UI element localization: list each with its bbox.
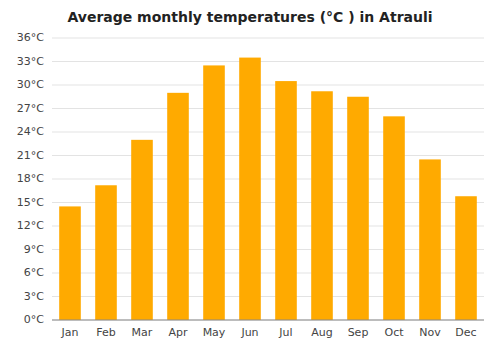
x-tick-label: Jul — [278, 326, 292, 339]
grid-line — [52, 85, 484, 86]
grid-line — [52, 61, 484, 62]
y-tick-label: 24°C — [17, 125, 44, 138]
bar — [347, 97, 369, 320]
y-tick-label: 6°C — [24, 266, 44, 279]
x-tick-label: Mar — [132, 326, 153, 339]
x-tick-label: Jan — [61, 326, 79, 339]
bar — [275, 81, 297, 320]
x-tick-label: Apr — [168, 326, 188, 339]
y-tick-label: 27°C — [17, 102, 44, 115]
grid-line — [52, 38, 484, 39]
title: Average monthly temperatures (°C ) in At… — [67, 9, 432, 25]
y-tick-label: 12°C — [17, 219, 44, 232]
bar — [95, 185, 117, 320]
y-tick-label: 3°C — [24, 290, 44, 303]
chart: 0°C 3°C 6°C 9°C 12°C 15°C 18°C 21°C 24°C 27°C 30°C… — [0, 0, 500, 350]
chart-container: 0°C 3°C 6°C 9°C 12°C 15°C 18°C 21°C 24°C 27°C 30°C… — [0, 0, 500, 350]
x-tick-label: Nov — [419, 326, 441, 339]
x-axis: Jan Feb Mar Apr May Jun Jul Aug Sep Oct Nov Dec — [52, 320, 484, 339]
y-tick-label: 36°C — [17, 31, 44, 44]
y-tick-label: 9°C — [24, 243, 44, 256]
y-tick-label: 21°C — [17, 149, 44, 162]
bar — [59, 206, 81, 320]
bar — [131, 140, 153, 320]
x-tick-label: Jun — [240, 326, 258, 339]
y-tick-label: 30°C — [17, 78, 44, 91]
x-tick-label: Dec — [455, 326, 476, 339]
x-tick-label: Feb — [96, 326, 115, 339]
y-tick-label: 15°C — [17, 196, 44, 209]
grid — [52, 38, 484, 320]
bar — [455, 196, 477, 320]
bar — [311, 91, 333, 320]
x-tick-label: May — [203, 326, 226, 339]
x-tick-label: Aug — [311, 326, 332, 339]
x-axis-line — [52, 320, 484, 321]
grid-line — [52, 320, 484, 321]
bar — [203, 65, 225, 320]
x-tick-label: Oct — [384, 326, 404, 339]
y-axis: 0°C 3°C 6°C 9°C 12°C 15°C 18°C 21°C 24°C 27°C 30°C… — [17, 31, 44, 326]
y-tick-label: 18°C — [17, 172, 44, 185]
bar — [167, 93, 189, 320]
grid-line — [52, 155, 484, 156]
grid-line — [52, 108, 484, 109]
bar — [239, 58, 261, 320]
y-tick-label: 0°C — [24, 313, 44, 326]
x-tick-label: Sep — [348, 326, 369, 339]
bars — [59, 58, 477, 320]
y-tick-label: 33°C — [17, 55, 44, 68]
bar — [419, 159, 441, 320]
grid-line — [52, 132, 484, 133]
bar — [383, 116, 405, 320]
